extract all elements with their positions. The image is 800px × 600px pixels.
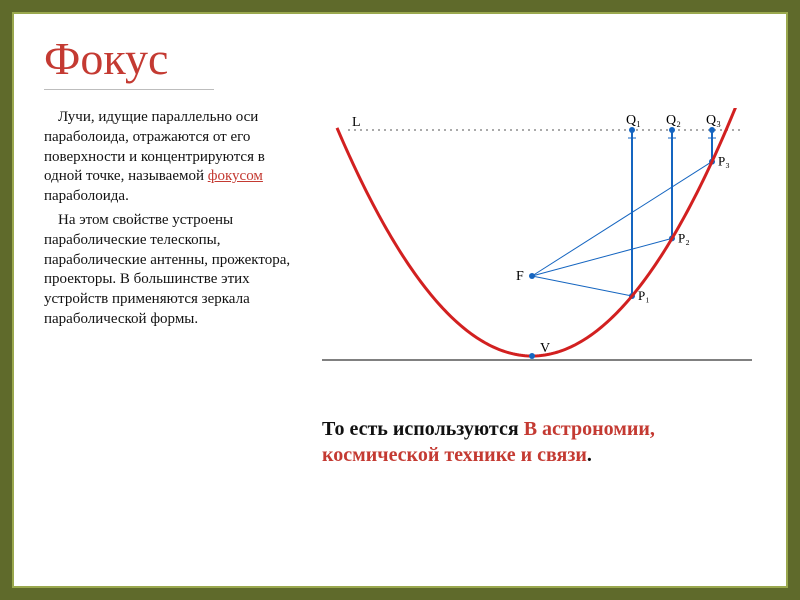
right-column: Q₁ P₁ Q₂ P₂ Q₃ P₃ F V L То есть используются В а… [322, 108, 756, 468]
p1-part-b: параболоида. [44, 188, 129, 204]
focus-word: фокусом [208, 168, 263, 184]
svg-text:P₁: P₁ [638, 288, 650, 303]
svg-text:Q₁: Q₁ [626, 113, 641, 128]
caption-a: То есть используются [322, 418, 524, 440]
slide-frame-outer: Фокус Лучи, идущие параллельно оси параб… [0, 0, 800, 600]
svg-text:P₂: P₂ [678, 230, 690, 245]
caption-c: . [587, 444, 592, 466]
body-text: Лучи, идущие параллельно оси параболоида… [44, 108, 304, 468]
svg-text:Q₂: Q₂ [666, 113, 681, 128]
slide-frame-inner: Фокус Лучи, идущие параллельно оси параб… [12, 12, 788, 588]
slide-title: Фокус [44, 32, 756, 85]
svg-text:P₃: P₃ [718, 154, 730, 169]
title-underline [44, 89, 214, 90]
parabola-diagram: Q₁ P₁ Q₂ P₂ Q₃ P₃ F V L [322, 108, 752, 388]
paragraph-2: На этом свойстве устроены параболические… [44, 211, 304, 330]
svg-text:L: L [352, 115, 361, 130]
paragraph-1: Лучи, идущие параллельно оси параболоида… [44, 108, 304, 207]
svg-text:V: V [540, 341, 550, 356]
svg-text:F: F [516, 269, 524, 284]
caption: То есть используются В астрономии, косми… [322, 416, 742, 468]
content-row: Лучи, идущие параллельно оси параболоида… [44, 108, 756, 468]
svg-text:Q₃: Q₃ [706, 113, 721, 128]
